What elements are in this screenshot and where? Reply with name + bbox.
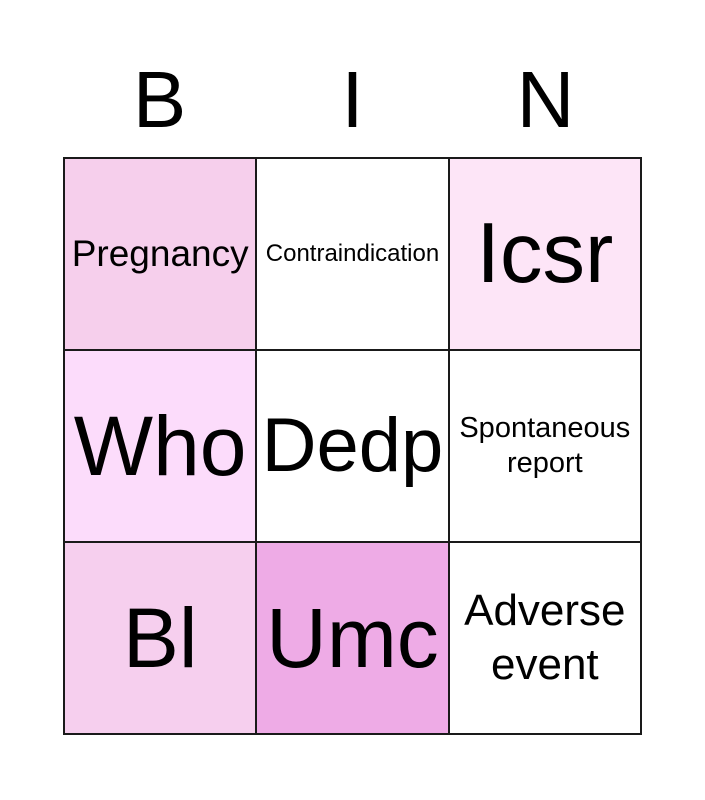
bingo-cell-label: Pregnancy [71,233,249,275]
bingo-cell[interactable]: Contraindication [256,158,449,350]
bingo-cell[interactable]: Umc [256,542,449,734]
bingo-cell-label: Adverse event [464,586,626,689]
bingo-cell-label: Contraindication [265,240,440,268]
bingo-cell-label: Dedp [261,402,444,488]
bingo-cell-label: Who [73,398,247,493]
bingo-cell[interactable]: Icsr [448,158,641,350]
bingo-cell-label: Spontaneous report [459,411,631,479]
header-letter-i: I [341,55,364,144]
bingo-cell[interactable]: Pregnancy [64,158,257,350]
bingo-cell[interactable]: Dedp [256,350,449,542]
header-letter-b: B [132,55,187,144]
bingo-cell[interactable]: Who [64,350,257,542]
bingo-cell[interactable]: Adverse event [448,542,641,734]
bingo-cell-label: Bl [122,590,198,685]
bingo-header: B I N [63,52,642,148]
bingo-grid: Pregnancy Contraindication Icsr Who Dedp… [63,157,642,735]
bingo-cell-label: Icsr [476,206,614,302]
header-letter-n: N [516,55,575,144]
bingo-cell-label: Umc [266,590,439,685]
bingo-cell[interactable]: Bl [64,542,257,734]
bingo-cell[interactable]: Spontaneous report [448,350,641,542]
